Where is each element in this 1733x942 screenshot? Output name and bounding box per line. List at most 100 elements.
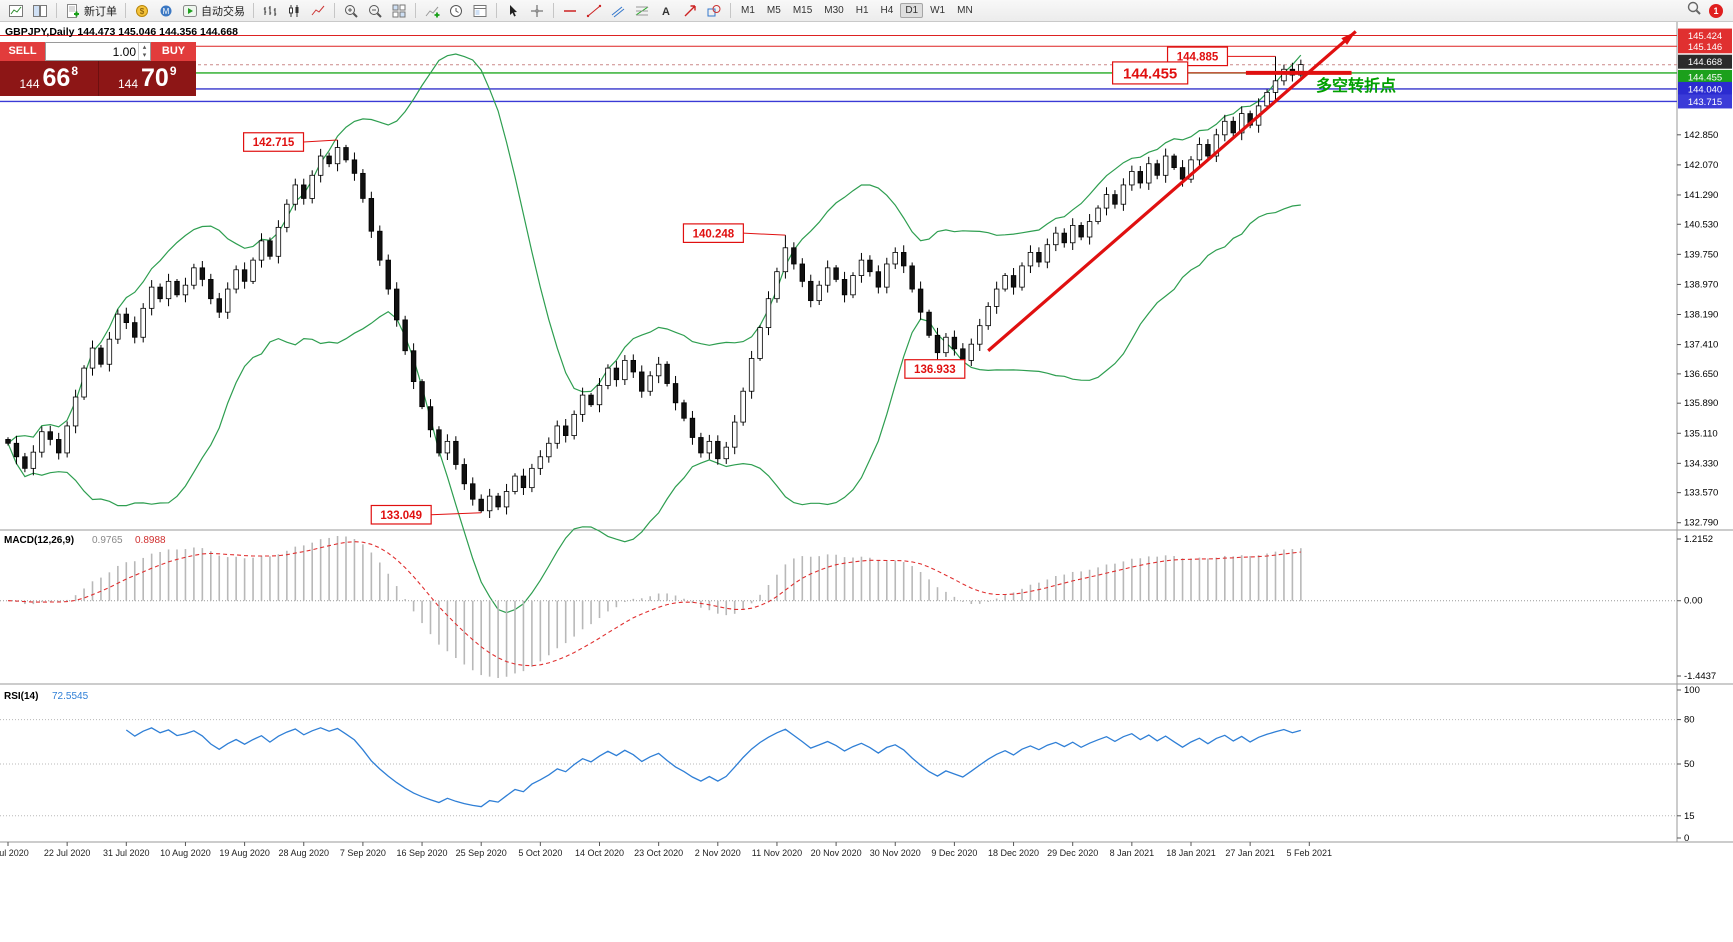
- chart-header: GBPJPY,Daily 144.473 145.046 144.356 144…: [5, 26, 238, 38]
- annotations[interactable]: 多空转折点 142.715 133.049 140.248 136.933 144.885…: [242, 30, 1396, 525]
- sell-button[interactable]: SELL: [0, 42, 45, 61]
- svg-text:RSI(14): RSI(14): [4, 691, 38, 702]
- price-badge: [1678, 28, 1732, 43]
- timeframe-h4[interactable]: H4: [880, 5, 894, 16]
- time-axis[interactable]: 3 Jul 2020 22 Jul 2020 31 Jul 2020 10 Aug 2…: [0, 842, 1332, 858]
- profiles-icon[interactable]: [28, 1, 52, 21]
- toolbar-separator: [253, 3, 254, 18]
- rsi-line: [125, 727, 1301, 808]
- svg-text:136.650: 136.650: [1684, 369, 1718, 380]
- price-badge: [1678, 54, 1732, 69]
- crosshair-icon[interactable]: [525, 1, 549, 21]
- macd-signal-line: [7, 541, 1301, 667]
- toolbar-separator: [125, 3, 126, 18]
- toolbar-separator: [334, 3, 335, 18]
- svg-text:29 Dec 2020: 29 Dec 2020: [1047, 848, 1098, 858]
- hline-icon[interactable]: [558, 1, 582, 21]
- toolbar-separator: [56, 3, 57, 18]
- price-callout: [370, 504, 432, 525]
- zoom-out-icon[interactable]: [363, 1, 387, 21]
- buy-price-sup: 9: [169, 64, 177, 78]
- price-chart-canvas[interactable]: 多空转折点 142.715 133.049 140.248 136.933 144.885…: [0, 22, 1733, 942]
- notification-badge[interactable]: 1: [1709, 3, 1723, 18]
- candles[interactable]: [5, 56, 1304, 519]
- autotrade-icon[interactable]: 自动交易: [178, 1, 249, 21]
- timeframe-m1[interactable]: M1: [741, 5, 755, 16]
- volume-input[interactable]: [46, 43, 138, 60]
- timeframe-w1[interactable]: W1: [930, 5, 946, 16]
- timeframe-m30[interactable]: M30: [824, 5, 844, 16]
- price-level-lines[interactable]: [0, 35, 1677, 103]
- timeframe-d1[interactable]: D1: [900, 3, 924, 18]
- volume-field: ▴ ▾: [45, 42, 151, 61]
- svg-text:135.110: 135.110: [1684, 428, 1718, 439]
- timeframe-h1[interactable]: H1: [855, 5, 869, 16]
- candle-chart-icon[interactable]: [282, 1, 306, 21]
- price-callout: [904, 359, 966, 379]
- volume-up-icon[interactable]: ▴: [142, 43, 147, 51]
- arrows-icon[interactable]: [678, 1, 702, 21]
- svg-text:27 Jan 2021: 27 Jan 2021: [1225, 848, 1275, 858]
- svg-text:0.9765: 0.9765: [92, 535, 123, 546]
- chart-window-icon[interactable]: [4, 1, 28, 21]
- zoom-in-icon[interactable]: [339, 1, 363, 21]
- svg-text:30 Nov 2020: 30 Nov 2020: [870, 848, 921, 858]
- svg-text:19 Aug 2020: 19 Aug 2020: [219, 848, 270, 858]
- volume-spinner: ▴ ▾: [138, 43, 150, 60]
- svg-text:1.2152: 1.2152: [1684, 534, 1713, 545]
- timeframe-m5[interactable]: M5: [766, 5, 781, 16]
- sell-price-big: 66: [42, 64, 71, 92]
- timeframe-mn[interactable]: MN: [957, 5, 973, 16]
- svg-text:136.933: 136.933: [914, 364, 956, 376]
- price-callout: [682, 223, 744, 243]
- svg-text:145.424: 145.424: [1688, 31, 1722, 42]
- svg-text:18 Jan 2021: 18 Jan 2021: [1166, 848, 1216, 858]
- toolbar-buttons: 新订单 $ M 自动交易 A M1 M5 M15 M30 H1 H4 D1 W1 MN: [4, 1, 979, 21]
- volume-down-icon[interactable]: ▾: [142, 51, 147, 59]
- price-axis[interactable]: 142.850 142.070 141.290 140.530 139.750 138.9…: [1677, 28, 1732, 529]
- community-icon[interactable]: M: [154, 1, 178, 21]
- new-order-icon[interactable]: 新订单: [61, 1, 121, 21]
- trendline-icon[interactable]: [582, 1, 606, 21]
- toolbar-separator: [415, 3, 416, 18]
- shapes-icon[interactable]: [702, 1, 726, 21]
- svg-text:0.8988: 0.8988: [135, 535, 166, 546]
- svg-text:140.248: 140.248: [693, 228, 735, 240]
- toolbar-separator: [553, 3, 554, 18]
- macd-panel[interactable]: MACD(12,26,9) 0.9765 0.8988 1.2152 0.00 -1.44…: [0, 534, 1716, 682]
- cursor-icon[interactable]: [501, 1, 525, 21]
- indicators-icon[interactable]: [420, 1, 444, 21]
- buy-button[interactable]: BUY: [151, 42, 196, 61]
- fibonacci-icon[interactable]: [630, 1, 654, 21]
- price-badge: [1678, 81, 1732, 96]
- svg-text:25 Sep 2020: 25 Sep 2020: [456, 848, 507, 858]
- svg-text:80: 80: [1684, 715, 1695, 726]
- bollinger-bands: [7, 53, 1302, 614]
- buy-price[interactable]: 144 70 9: [99, 61, 197, 96]
- chart-area: 多空转折点 142.715 133.049 140.248 136.933 144.885…: [0, 22, 1733, 942]
- rsi-panel[interactable]: RSI(14) 72.5545 100 80 50 15 0: [0, 685, 1700, 844]
- svg-text:22 Jul 2020: 22 Jul 2020: [44, 848, 91, 858]
- sell-price[interactable]: 144 66 8: [0, 61, 99, 96]
- svg-text:140.530: 140.530: [1684, 219, 1718, 230]
- search-icon[interactable]: [1686, 0, 1702, 21]
- text-tool-icon[interactable]: A: [654, 1, 678, 21]
- svg-text:133.570: 133.570: [1684, 488, 1718, 499]
- channel-icon[interactable]: [606, 1, 630, 21]
- line-chart-icon[interactable]: [306, 1, 330, 21]
- timeframe-m15[interactable]: M15: [792, 5, 813, 16]
- svg-text:10 Aug 2020: 10 Aug 2020: [160, 848, 211, 858]
- bar-chart-icon[interactable]: [258, 1, 282, 21]
- templates-icon[interactable]: [468, 1, 492, 21]
- svg-text:5 Oct 2020: 5 Oct 2020: [518, 848, 562, 858]
- coin-icon[interactable]: $: [130, 1, 154, 21]
- cycles-icon[interactable]: [444, 1, 468, 21]
- svg-text:$: $: [140, 6, 145, 15]
- svg-text:23 Oct 2020: 23 Oct 2020: [634, 848, 683, 858]
- svg-text:141.290: 141.290: [1684, 190, 1718, 201]
- chart-chrome: [0, 22, 1733, 843]
- tile-windows-icon[interactable]: [387, 1, 411, 21]
- svg-text:8 Jan 2021: 8 Jan 2021: [1110, 848, 1155, 858]
- svg-text:50: 50: [1684, 759, 1695, 770]
